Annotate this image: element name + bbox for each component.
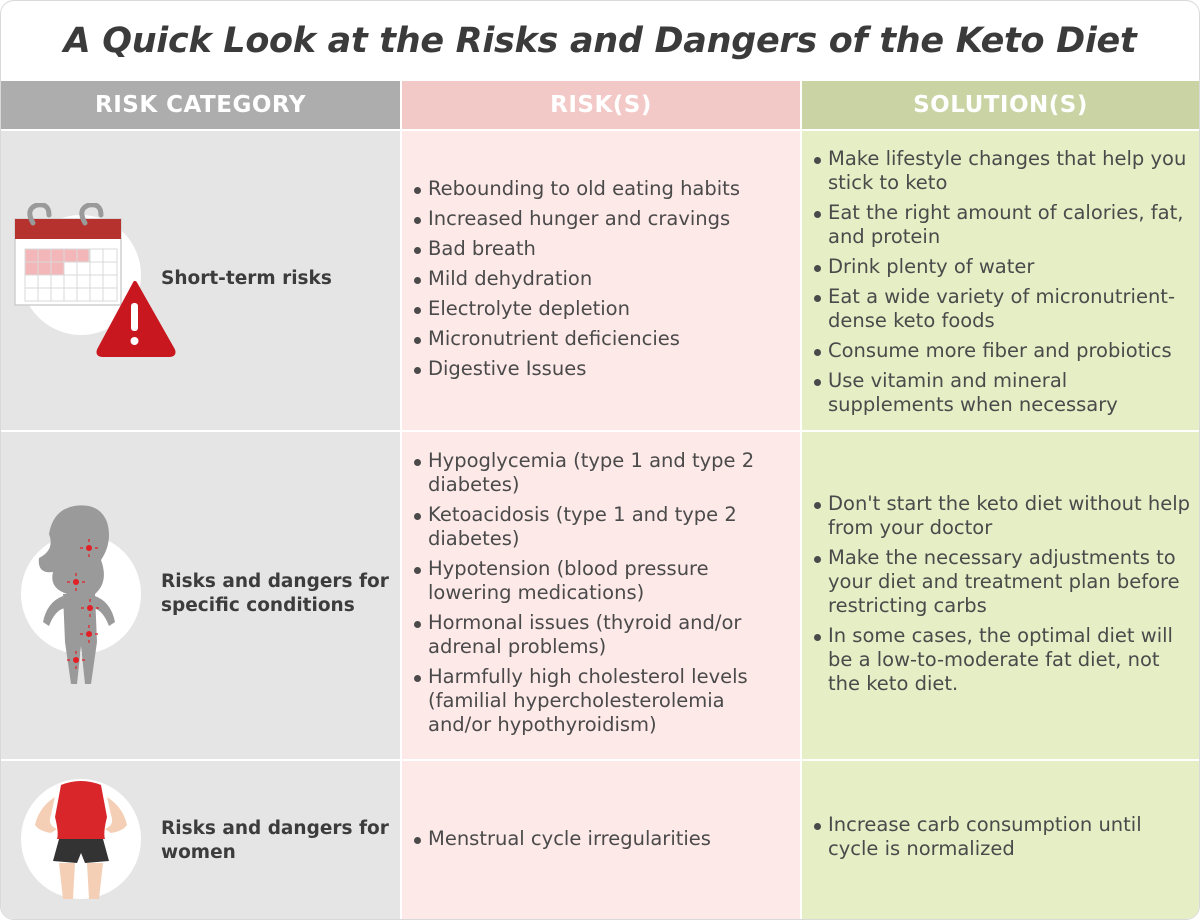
- list-item: Electrolyte depletion: [412, 297, 792, 321]
- row-short-term-risks: Rebounding to old eating habits Increase…: [402, 131, 800, 430]
- list-item: Menstrual cycle irregularities: [412, 827, 792, 851]
- row-short-term-solutions: Make lifestyle changes that help you sti…: [802, 131, 1199, 430]
- list-item: Make the necessary adjustments to your d…: [812, 546, 1191, 618]
- row-specific-conditions-risks: Hypoglycemia (type 1 and type 2 diabetes…: [402, 432, 800, 759]
- list-item: Consume more fiber and probiotics: [812, 339, 1191, 363]
- solution-list: Increase carb consumption until cycle is…: [812, 813, 1191, 861]
- list-item: Make lifestyle changes that help you sti…: [812, 147, 1191, 195]
- list-item: Bad breath: [412, 237, 792, 261]
- list-item: Hormonal issues (thyroid and/or adrenal …: [412, 611, 792, 659]
- list-item: Mild dehydration: [412, 267, 792, 291]
- solution-list: Don't start the keto diet without help f…: [812, 492, 1191, 702]
- list-item: Eat a wide variety of micronutrient-dens…: [812, 285, 1191, 333]
- woman-torso-icon: [21, 777, 146, 902]
- row-specific-conditions-solutions: Don't start the keto diet without help f…: [802, 432, 1199, 759]
- list-item: Micronutrient deficiencies: [412, 327, 792, 351]
- list-item: Digestive Issues: [412, 357, 792, 381]
- risk-list: Hypoglycemia (type 1 and type 2 diabetes…: [412, 449, 792, 743]
- page-title: A Quick Look at the Risks and Dangers of…: [63, 21, 1137, 61]
- list-item: Use vitamin and mineral supplements when…: [812, 369, 1191, 417]
- category-label: Risks and dangers for women: [161, 818, 389, 863]
- row-women-solutions: Increase carb consumption until cycle is…: [802, 761, 1199, 919]
- list-item: Hypoglycemia (type 1 and type 2 diabetes…: [412, 449, 792, 497]
- list-item: Ketoacidosis (type 1 and type 2 diabetes…: [412, 503, 792, 551]
- risk-list: Rebounding to old eating habits Increase…: [412, 177, 792, 387]
- list-item: Harmfully high cholesterol levels (famil…: [412, 665, 792, 737]
- category-label: Risks and dangers for specific condition…: [161, 571, 389, 616]
- solution-list: Make lifestyle changes that help you sti…: [812, 147, 1191, 423]
- list-item: Eat the right amount of calories, fat, a…: [812, 201, 1191, 249]
- row-short-term-category: Short-term risks: [1, 131, 400, 430]
- list-item: Increased hunger and cravings: [412, 207, 792, 231]
- calendar-warning-icon: [13, 203, 178, 365]
- list-item: Don't start the keto diet without help f…: [812, 492, 1191, 540]
- risk-table: RISK CATEGORY RISK(S) SOLUTION(S): [1, 81, 1199, 919]
- list-item: Increase carb consumption until cycle is…: [812, 813, 1191, 861]
- list-item: Hypotension (blood pressure lowering med…: [412, 557, 792, 605]
- row-women-risks: Menstrual cycle irregularities: [402, 761, 800, 919]
- list-item: Rebounding to old eating habits: [412, 177, 792, 201]
- body-pain-points-icon: [19, 502, 149, 692]
- header-solutions: SOLUTION(S): [802, 81, 1199, 129]
- category-label: Short-term risks: [161, 268, 332, 289]
- header-risk-category: RISK CATEGORY: [1, 81, 400, 129]
- list-item: Drink plenty of water: [812, 255, 1191, 279]
- row-women-category: Risks and dangers for women: [1, 761, 400, 919]
- list-item: In some cases, the optimal diet will be …: [812, 624, 1191, 696]
- header-risks: RISK(S): [402, 81, 800, 129]
- row-specific-conditions-category: Risks and dangers for specific condition…: [1, 432, 400, 759]
- risk-list: Menstrual cycle irregularities: [412, 827, 792, 851]
